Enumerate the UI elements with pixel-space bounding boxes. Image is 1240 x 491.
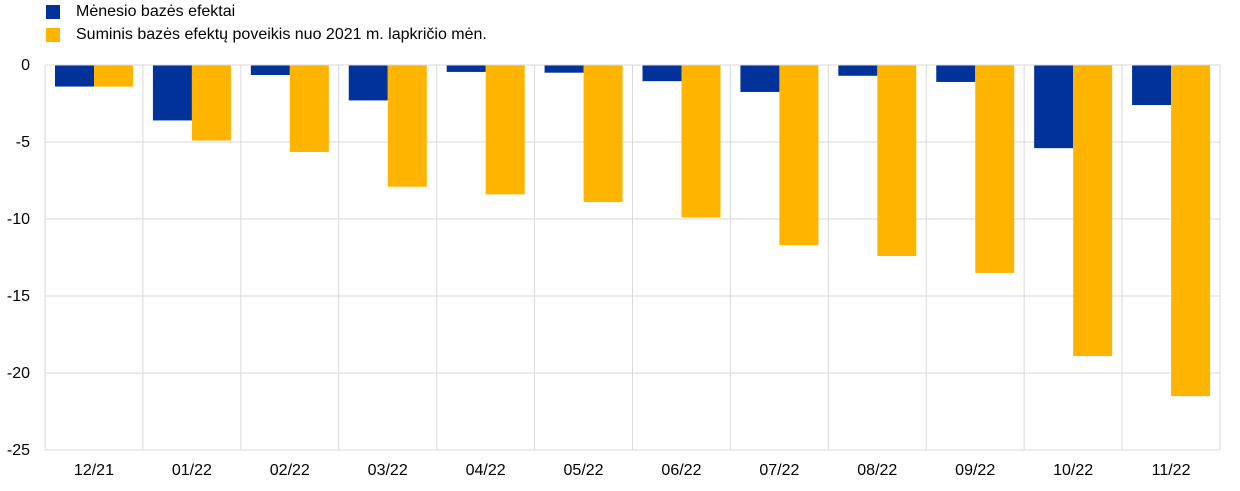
bar-cumulative (779, 65, 819, 246)
bar-monthly (642, 65, 682, 82)
bar-monthly (936, 65, 976, 82)
x-tick-label: 07/22 (759, 462, 799, 479)
bar-monthly (348, 65, 388, 101)
bar-monthly (838, 65, 878, 76)
legend-label-monthly: Mėnesio bazės efektai (76, 2, 236, 20)
bar-monthly (55, 65, 94, 87)
y-tick-label: 0 (21, 57, 30, 74)
x-tick-label: 01/22 (172, 462, 212, 479)
bar-monthly (740, 65, 780, 92)
legend-swatch-cumulative (46, 27, 60, 42)
bar-cumulative (387, 65, 427, 187)
y-tick-label: -25 (7, 442, 30, 459)
x-tick-label: 09/22 (955, 462, 995, 479)
bar-cumulative (975, 65, 1015, 273)
legend-label-cumulative: Suminis bazės efektų poveikis nuo 2021 m… (76, 25, 487, 43)
legend-swatch-monthly (46, 4, 60, 19)
x-tick-label: 10/22 (1053, 462, 1093, 479)
y-tick-label: -5 (16, 134, 30, 151)
bar-cumulative (1171, 65, 1211, 397)
bar-monthly (152, 65, 192, 121)
x-tick-label: 02/22 (270, 462, 310, 479)
x-tick-label: 12/21 (74, 462, 114, 479)
bar-cumulative (191, 65, 231, 141)
x-tick-label: 04/22 (466, 462, 506, 479)
bar-monthly (446, 65, 486, 72)
bar-cumulative (583, 65, 623, 203)
bar-cumulative (485, 65, 525, 195)
x-tick-label: 11/22 (1152, 462, 1191, 479)
bar-monthly (1132, 65, 1172, 106)
bar-monthly (544, 65, 584, 73)
y-tick-label: -20 (7, 365, 30, 382)
x-tick-label: 03/22 (368, 462, 408, 479)
y-tick-label: -10 (7, 211, 30, 228)
bar-cumulative (681, 65, 721, 218)
bar-cumulative (877, 65, 917, 256)
x-tick-label: 06/22 (661, 462, 701, 479)
bar-cumulative (289, 65, 329, 153)
y-tick-label: -15 (7, 288, 30, 305)
x-tick-label: 05/22 (564, 462, 604, 479)
bar-cumulative (1073, 65, 1113, 357)
x-tick-label: 08/22 (857, 462, 897, 479)
bar-monthly (1034, 65, 1074, 149)
legend-item-cumulative: Suminis bazės efektų poveikis nuo 2021 m… (46, 23, 487, 46)
legend-item-monthly: Mėnesio bazės efektai (46, 0, 487, 23)
bar-cumulative (94, 65, 133, 87)
legend: Mėnesio bazės efektai Suminis bazės efek… (46, 0, 487, 46)
bar-monthly (250, 65, 290, 76)
